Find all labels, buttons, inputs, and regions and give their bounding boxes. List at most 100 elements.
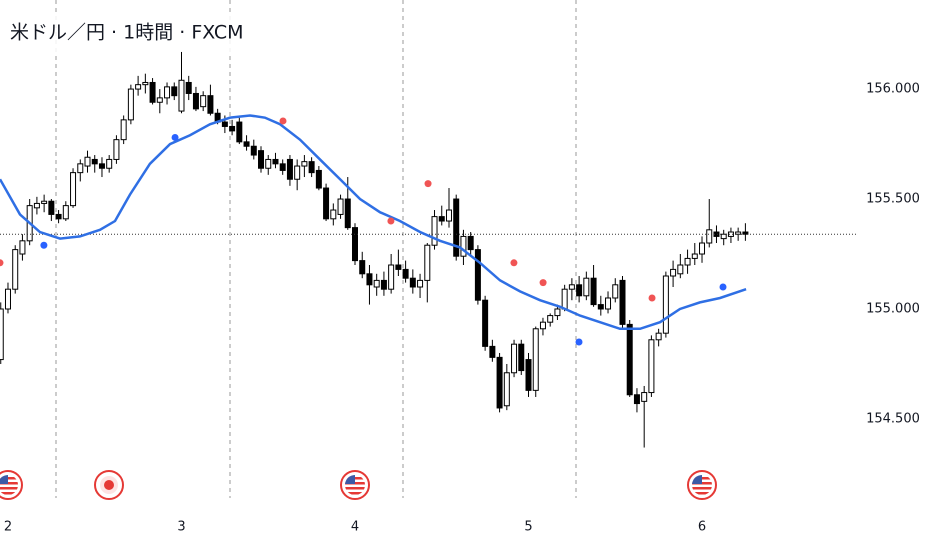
candle-body: [265, 158, 272, 169]
candle-body: [70, 172, 77, 207]
pivot-dot: [279, 117, 287, 125]
candle-body: [243, 141, 250, 147]
candle-body: [489, 345, 496, 358]
y-tick-label: 155.000: [866, 301, 920, 316]
candle-body: [258, 150, 265, 169]
candle-body: [742, 231, 749, 235]
candle-body: [655, 332, 662, 341]
candle-body: [113, 139, 120, 160]
candle-body: [236, 121, 243, 143]
plot: [0, 51, 858, 448]
candle-body: [301, 161, 308, 167]
candle-body: [135, 84, 142, 90]
candle-body: [279, 163, 286, 171]
candle-body: [315, 169, 322, 189]
y-tick-label: 155.500: [866, 192, 920, 207]
candle-body: [62, 205, 69, 220]
candle-body: [366, 273, 373, 286]
candle-body: [568, 284, 575, 290]
candle-body: [185, 81, 192, 94]
candle-body: [4, 288, 11, 310]
moving-average: [0, 114, 747, 331]
us-flag-icon[interactable]: [0, 470, 23, 500]
candle-body: [503, 372, 510, 407]
candle-body: [207, 95, 214, 114]
candle-body: [91, 158, 98, 165]
x-tick-label: 3: [177, 520, 185, 535]
us-flag-icon[interactable]: [687, 470, 717, 500]
candle-body: [590, 277, 597, 306]
candle-body: [597, 304, 604, 310]
candle-body: [583, 277, 590, 297]
candle-body: [691, 253, 698, 259]
candle-body: [561, 288, 568, 310]
candle-body: [532, 328, 539, 391]
candle-body: [250, 145, 257, 156]
y-tick-label: 154.500: [866, 411, 920, 426]
candle-body: [424, 244, 431, 281]
candle-body: [221, 121, 228, 127]
pivot-dot: [40, 241, 48, 249]
x-tick-label: 4: [351, 520, 359, 535]
candle-body: [460, 235, 467, 257]
candle-body: [438, 216, 445, 222]
y-tick-label: 156.000: [866, 82, 920, 97]
candle-body: [409, 277, 416, 288]
candle-body: [344, 198, 351, 229]
candle-body: [612, 284, 619, 299]
candle-body: [670, 268, 677, 277]
candle-body: [0, 308, 4, 361]
candle-body: [417, 279, 424, 288]
candle-body: [19, 240, 26, 255]
candle-body: [12, 249, 19, 290]
event-icons: [0, 470, 717, 500]
candle-body: [474, 249, 481, 301]
candle-body: [684, 257, 691, 266]
candle-body: [518, 343, 525, 372]
pivot-dot: [719, 283, 727, 291]
candle-body: [395, 264, 402, 270]
x-tick-label: 5: [524, 520, 532, 535]
chart-title: 米ドル／円 · 1時間 · FXCM: [10, 22, 244, 44]
candle-body: [619, 279, 626, 325]
candle-body: [453, 198, 460, 257]
candle-body: [677, 264, 684, 275]
candle-body: [445, 209, 452, 222]
candle-body: [323, 187, 330, 220]
candle-body: [55, 213, 62, 220]
candle-body: [171, 86, 178, 97]
candle-body: [330, 209, 337, 220]
candle-body: [294, 165, 301, 180]
candle-body: [576, 284, 583, 297]
candle-body: [127, 88, 134, 121]
candle-body: [229, 125, 236, 132]
candle-body: [662, 275, 669, 334]
pivot-dot: [575, 338, 583, 346]
us-flag-icon[interactable]: [340, 470, 370, 500]
candle-body: [308, 161, 315, 174]
candle-body: [84, 156, 91, 167]
candle-body: [633, 394, 640, 405]
candle-body: [539, 321, 546, 330]
x-tick-label: 6: [698, 520, 706, 535]
candle-body: [525, 359, 532, 391]
candle-body: [351, 227, 358, 262]
candle-body: [727, 231, 734, 237]
pivot-dot: [0, 259, 4, 267]
candle-body: [648, 339, 655, 394]
pivot-dot: [424, 180, 432, 188]
candle-body: [98, 163, 105, 169]
candle-body: [388, 264, 395, 290]
candle-body: [605, 297, 612, 310]
candle-body: [149, 81, 156, 103]
candle-body: [272, 158, 279, 165]
event-icon[interactable]: [94, 470, 124, 500]
pivot-dot: [539, 279, 547, 287]
pivot-dot: [171, 133, 179, 141]
candle-body: [192, 92, 199, 110]
candle-body: [120, 119, 127, 141]
candle-body: [641, 392, 648, 402]
candle-body: [511, 343, 518, 374]
candle-body: [380, 279, 387, 290]
candle-body: [156, 97, 163, 103]
